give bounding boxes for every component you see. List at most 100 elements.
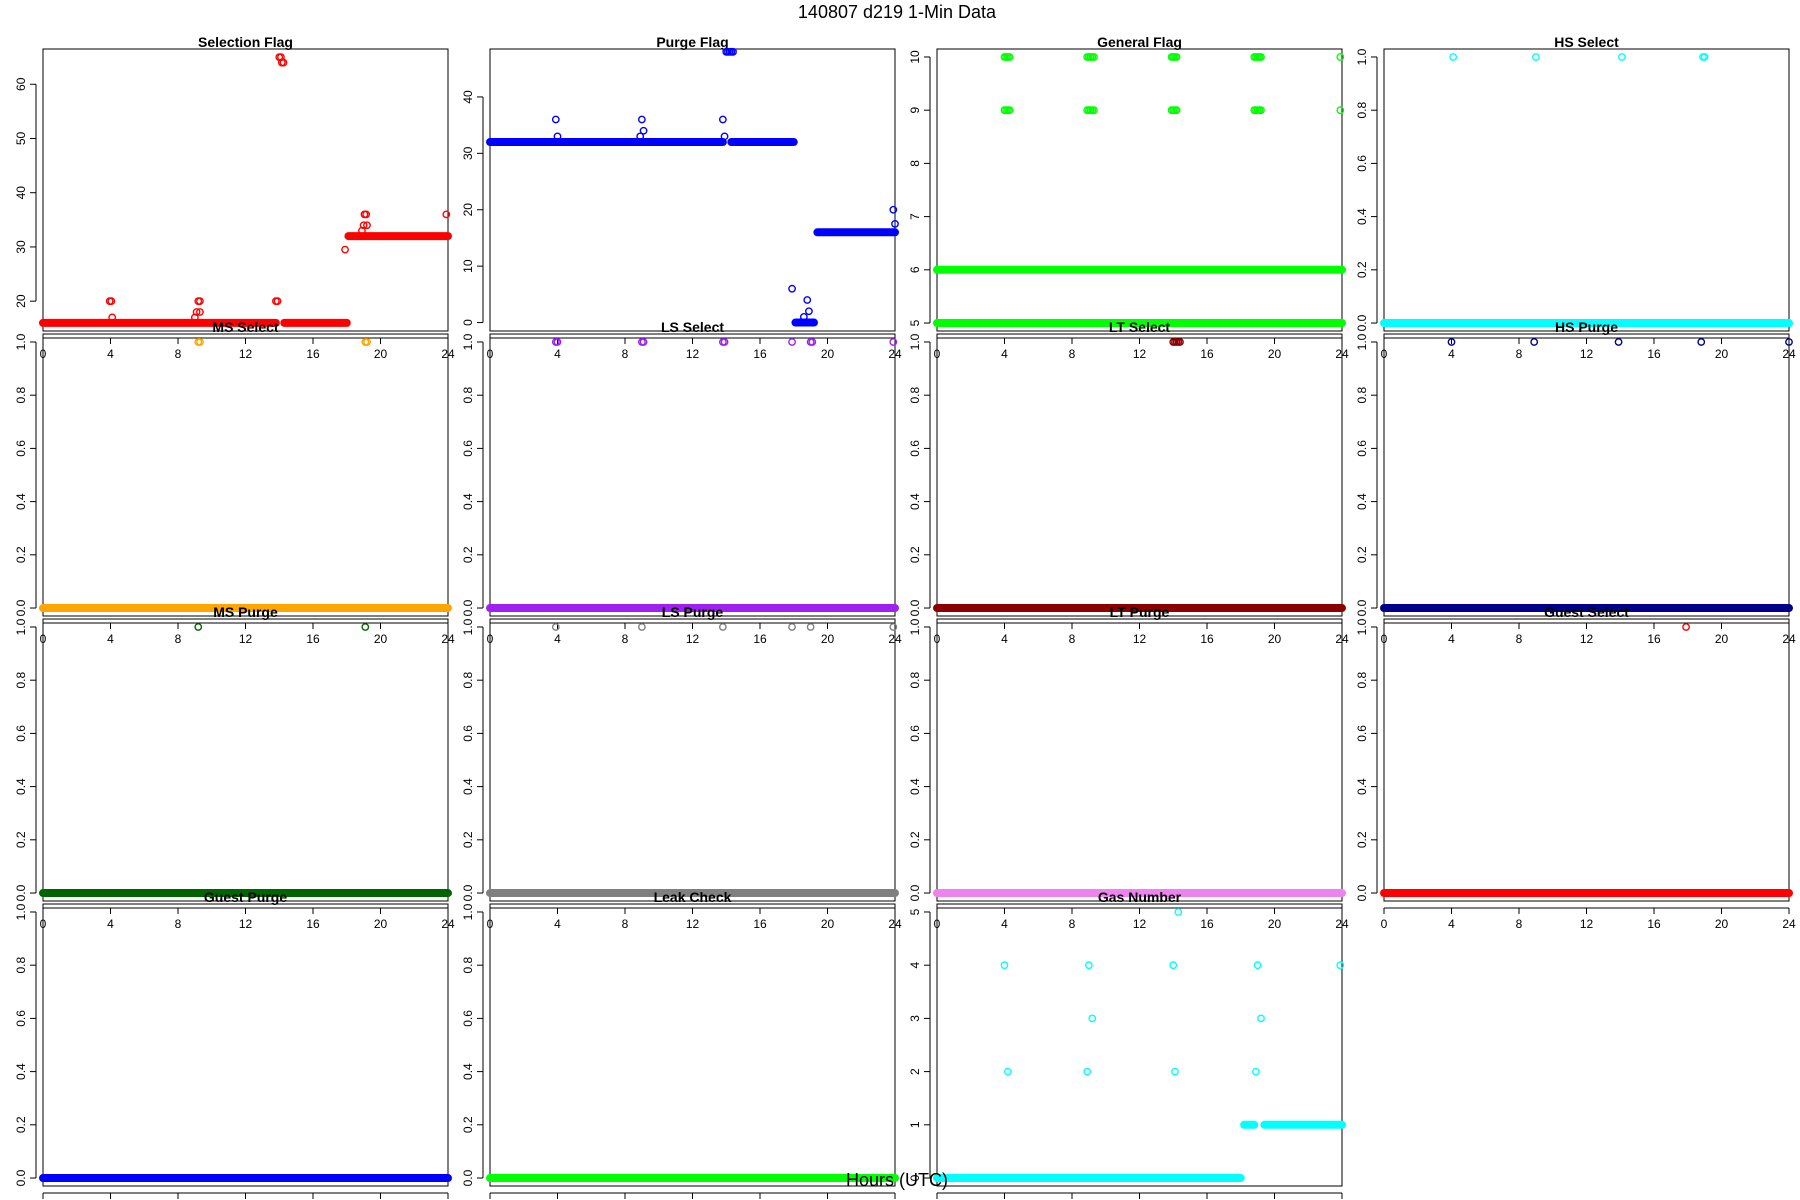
plot-frame xyxy=(489,333,896,617)
y-tick-label: 0.4 xyxy=(1355,778,1369,795)
data-point xyxy=(718,115,727,124)
x-tick-label: 12 xyxy=(1580,632,1594,646)
data-point xyxy=(1257,1014,1265,1023)
y-tick-label: 0.4 xyxy=(1355,493,1369,510)
y-tick-label: 0.4 xyxy=(461,493,475,510)
data-point xyxy=(1172,106,1181,115)
y-tick-label: 0.0 xyxy=(14,1169,28,1186)
y-tick-label: 0.4 xyxy=(461,778,475,795)
data-point xyxy=(637,623,646,631)
data-point xyxy=(1084,961,1093,970)
figure-title: 140807 d219 1-Min Data xyxy=(798,2,997,22)
data-point xyxy=(805,307,813,316)
x-tick-label: 16 xyxy=(306,632,320,646)
y-tick-label: 0.2 xyxy=(461,546,475,563)
plot-frame xyxy=(1383,48,1790,332)
data-point xyxy=(1697,338,1706,346)
y-tick-label: 0.6 xyxy=(1355,725,1369,742)
x-tick-label: 4 xyxy=(554,917,561,931)
panel-title: LS Select xyxy=(661,319,724,335)
panel-title: General Flag xyxy=(1097,34,1182,50)
y-tick-label: 20 xyxy=(461,203,475,217)
data-point xyxy=(1253,961,1262,970)
data-point xyxy=(363,338,371,346)
x-axis-label: Hours (UTC) xyxy=(846,1170,948,1190)
y-tick-label: 0.8 xyxy=(908,672,922,689)
y-tick-label: 0.8 xyxy=(1355,672,1369,689)
x-tick-label: 8 xyxy=(1069,347,1076,361)
y-tick-label: 0.8 xyxy=(908,387,922,404)
y-tick-label: 0.2 xyxy=(1355,261,1369,278)
data-point xyxy=(1090,106,1098,115)
y-tick-label: 0.8 xyxy=(14,387,28,404)
data-point xyxy=(362,210,371,219)
data-point xyxy=(1618,53,1626,61)
x-tick-label: 20 xyxy=(1268,632,1282,646)
plot-frame xyxy=(489,48,896,332)
data-point xyxy=(1169,961,1178,970)
y-tick-label: 0.6 xyxy=(461,1010,475,1027)
x-tick-label: 20 xyxy=(1715,347,1729,361)
y-tick-label: 50 xyxy=(14,131,28,145)
x-tick-label: 16 xyxy=(1647,632,1661,646)
x-tick-label: 4 xyxy=(1001,917,1008,931)
data-point xyxy=(1088,1014,1097,1023)
panel-title: LS Purge xyxy=(662,604,724,620)
panel-title: LT Select xyxy=(1109,319,1171,335)
y-tick-label: 0.0 xyxy=(14,599,28,616)
panel-title: MS Purge xyxy=(213,604,278,620)
x-tick-label: 16 xyxy=(1200,632,1214,646)
data-point xyxy=(1176,338,1184,346)
data-point xyxy=(1447,338,1456,346)
y-tick-label: 0.2 xyxy=(14,831,28,848)
plot-frame xyxy=(1383,333,1790,617)
plot-frame xyxy=(936,903,1343,1187)
plot-frame xyxy=(42,333,449,617)
data-point xyxy=(1530,338,1539,346)
y-tick-label: 0.0 xyxy=(1355,884,1369,901)
data-point xyxy=(1252,1067,1260,1076)
y-tick-label: 0.0 xyxy=(461,599,475,616)
x-tick-label: 4 xyxy=(1448,632,1455,646)
x-tick-label: 16 xyxy=(753,632,767,646)
y-tick-label: 0.6 xyxy=(14,1010,28,1027)
x-tick-label: 12 xyxy=(686,632,700,646)
panel-title: HS Select xyxy=(1554,34,1619,50)
data-point xyxy=(788,623,796,631)
data-point xyxy=(718,623,727,631)
y-tick-label: 0.2 xyxy=(461,1116,475,1133)
data-point xyxy=(1000,961,1009,970)
data-point xyxy=(551,115,560,124)
data-point xyxy=(1083,1067,1092,1076)
x-tick-label: 8 xyxy=(1069,917,1076,931)
data-point xyxy=(108,313,117,322)
x-tick-label: 8 xyxy=(622,347,629,361)
y-tick-label: 0.6 xyxy=(14,440,28,457)
y-tick-label: 6 xyxy=(908,266,922,273)
y-tick-label: 0.2 xyxy=(14,1116,28,1133)
data-point xyxy=(889,623,898,631)
data-point xyxy=(1682,623,1690,631)
y-tick-label: 1.0 xyxy=(1355,333,1369,350)
y-tick-label: 0.4 xyxy=(461,1063,475,1080)
x-tick-label: 20 xyxy=(821,917,835,931)
panel-guest-select: Guest Select 0 4 8 12 16 20 24 0.0 0.2 0.4 0.6 0.8 1.… xyxy=(1355,604,1796,931)
x-tick-label: 16 xyxy=(306,917,320,931)
data-point xyxy=(1172,53,1181,61)
x-tick-label: 4 xyxy=(107,347,114,361)
x-tick-label: 20 xyxy=(821,632,835,646)
plot-frame xyxy=(42,48,449,332)
panel-leak-check: Leak Check048121620240.00.20.40.60.81.0 xyxy=(461,889,899,1199)
data-point xyxy=(1005,53,1014,61)
data-point xyxy=(803,296,812,304)
y-tick-label: 40 xyxy=(14,186,28,200)
